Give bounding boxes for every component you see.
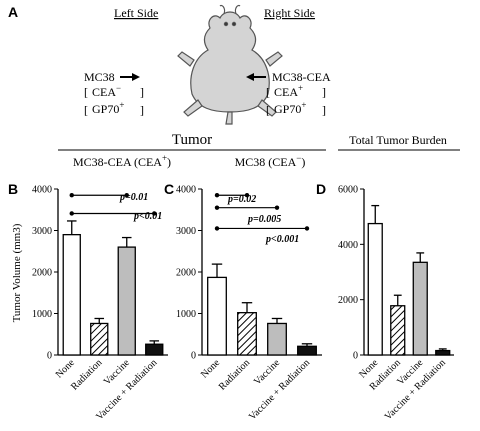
right-bracket-open-2: [ <box>266 103 270 117</box>
y-tick-label: 3000 <box>32 226 52 237</box>
comparison-dot <box>69 211 74 216</box>
left-side-label: Left Side <box>114 6 158 20</box>
x-tick-label: Radiation <box>217 357 252 392</box>
y-tick-label: 0 <box>47 351 52 362</box>
bar <box>62 233 81 356</box>
comparison-dot <box>304 226 310 231</box>
y-tick-label: 2000 <box>32 268 52 279</box>
right-gp70-label: GP70+ <box>274 100 306 116</box>
bar <box>390 305 406 356</box>
right-side-label: Right Side <box>264 6 315 20</box>
total-tumor-burden-header: Total Tumor Burden <box>349 133 447 147</box>
bar <box>207 276 227 356</box>
x-tick-label: None <box>199 357 222 380</box>
y-tick-label: 0 <box>353 351 358 362</box>
comparison-dot <box>69 193 74 198</box>
panel-label-d: D <box>316 181 326 197</box>
bar <box>237 312 257 356</box>
x-tick-label: None <box>54 357 77 380</box>
left-bracket-close-2: ] <box>140 103 144 117</box>
bar <box>297 345 317 356</box>
mouse-icon <box>177 4 283 125</box>
p-value-label: p=0.02 <box>227 194 256 205</box>
bar <box>117 246 136 356</box>
bar <box>435 349 451 356</box>
left-bracket-open-2: [ <box>84 103 88 117</box>
y-tick-label: 4000 <box>338 240 358 251</box>
bar <box>412 261 428 356</box>
comparison-dot <box>124 193 129 198</box>
y-tick-label: 2000 <box>176 268 196 279</box>
mc38cea-header: MC38-CEA (CEA+) <box>73 153 171 169</box>
bar <box>367 222 383 356</box>
left-cea-label: CEA− <box>92 83 121 99</box>
charts: 01000200030004000NoneRadiationVaccineVac… <box>32 185 454 423</box>
p-value-label: p<0.001 <box>265 234 299 245</box>
y-tick-label: 4000 <box>176 185 196 196</box>
left-gp70-label: GP70+ <box>92 100 124 116</box>
right-bracket-close-2: ] <box>322 103 326 117</box>
right-bracket-open: [ <box>266 85 270 99</box>
right-cea-label: CEA+ <box>274 83 303 99</box>
y-tick-label: 2000 <box>338 295 358 306</box>
left-tumor-label: MC38 <box>84 70 115 84</box>
bar <box>90 322 109 356</box>
y-tick-label: 3000 <box>176 226 196 237</box>
comparison-dot <box>244 193 250 198</box>
y-tick-label: 1000 <box>32 309 52 320</box>
mc38-header: MC38 (CEA−) <box>235 153 306 169</box>
bar <box>145 343 164 356</box>
comparison-dot <box>274 205 280 210</box>
p-value-label: p<0.01 <box>133 211 162 222</box>
p-value-label: p=0.01 <box>119 192 148 203</box>
y-tick-label: 6000 <box>338 185 358 196</box>
y-tick-label: 4000 <box>32 185 52 196</box>
x-tick-label: Radiation <box>69 357 104 392</box>
arrow-left-icon <box>246 73 266 81</box>
comparison-dot <box>214 193 220 198</box>
p-value-label: p=0.005 <box>247 214 281 225</box>
panel-label-b: B <box>8 181 18 197</box>
comparison-dot <box>214 226 220 231</box>
arrow-right-icon <box>120 73 140 81</box>
right-tumor-label: MC38-CEA <box>272 70 331 84</box>
y-tick-label: 1000 <box>176 309 196 320</box>
right-bracket-close: ] <box>322 85 326 99</box>
tumor-header: Tumor <box>172 132 212 148</box>
panel-label-a: A <box>8 4 18 20</box>
comparison-dot <box>152 211 157 216</box>
y-axis-label: Tumor Volume (mm3) <box>11 223 23 322</box>
comparison-dot <box>214 205 220 210</box>
bar <box>267 322 287 356</box>
left-bracket-close: ] <box>140 85 144 99</box>
panel-label-c: C <box>164 181 174 197</box>
left-bracket-open: [ <box>84 85 88 99</box>
y-tick-label: 0 <box>191 351 196 362</box>
